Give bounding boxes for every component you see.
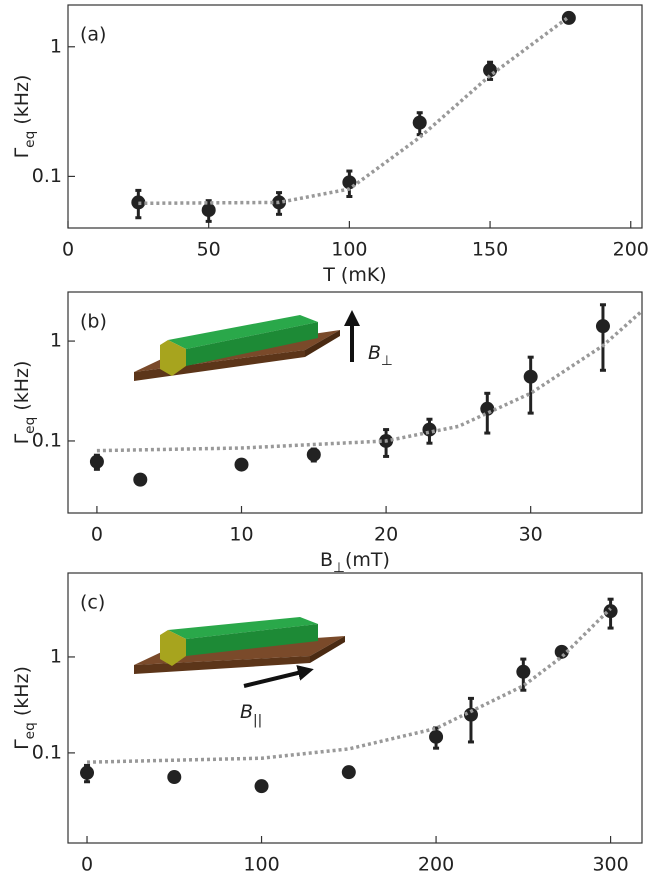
x-axis-label: B⊥(mT) [320, 549, 390, 577]
x-axis-label-rest: (mT) [345, 549, 390, 571]
data-point [234, 457, 249, 472]
x-tick-label: 300 [592, 854, 628, 876]
field-label: B|| [240, 701, 262, 729]
x-axis-label-sub: ⊥ [333, 560, 345, 576]
data-point [341, 765, 356, 780]
y-tick-label: 1 [50, 330, 62, 352]
data-point [523, 369, 538, 384]
data-point [429, 729, 444, 744]
fit-line [86, 607, 612, 764]
data-point [201, 203, 216, 218]
field-label: B⊥ [368, 342, 393, 370]
x-tick-label: 10 [229, 524, 253, 546]
error-bar [527, 355, 534, 415]
x-tick-label: 50 [197, 239, 221, 261]
y-tick-label: 0.1 [32, 741, 62, 763]
y-tick-label: 0.1 [32, 165, 62, 187]
plot-frame [67, 4, 643, 229]
y-tick-label: 1 [50, 645, 62, 667]
x-tick-label: 0 [62, 239, 74, 261]
fit-line [138, 15, 570, 206]
data-point [254, 779, 269, 794]
data-point [463, 707, 478, 722]
fit-line [96, 309, 644, 453]
x-tick-label: 100 [243, 854, 279, 876]
nanowire-illustration [134, 310, 360, 381]
data-point [516, 664, 531, 679]
field-label-sub: || [253, 712, 262, 728]
panel-label: (c) [80, 592, 105, 614]
data-point [80, 765, 95, 780]
data-point [412, 115, 427, 130]
y-tick-label: 1 [50, 35, 62, 57]
y-tick-label: 0.1 [32, 429, 62, 451]
y-axis-label-main: Γ [11, 739, 33, 750]
plot-frame [67, 291, 643, 514]
panel-label: (a) [80, 24, 106, 46]
y-axis-label-sub: eq [22, 722, 38, 739]
data-point [133, 472, 148, 487]
data-point [167, 770, 182, 785]
data-point [603, 604, 618, 619]
x-tick-label: 200 [418, 854, 454, 876]
y-axis-label-main: Γ [11, 433, 33, 444]
x-tick-label: 100 [331, 239, 367, 261]
data-point [483, 63, 498, 78]
y-axis-label: Γeq (kHz) [11, 361, 39, 445]
field-label-main: B [240, 701, 253, 723]
data-point [89, 454, 104, 469]
plot-frame [67, 572, 643, 844]
y-axis-label-main: Γ [11, 147, 33, 158]
y-axis-label: Γeq (kHz) [11, 666, 39, 750]
y-axis-label-rest: (kHz) [11, 666, 33, 722]
data-point [595, 319, 610, 334]
x-tick-label: 200 [613, 239, 649, 261]
x-axis-label-main: T (mK) [322, 264, 386, 286]
error-bar [599, 303, 606, 372]
y-axis-label: Γeq (kHz) [11, 75, 39, 159]
y-axis-label-rest: (kHz) [11, 361, 33, 417]
x-tick-label: 20 [374, 524, 398, 546]
y-axis-label-sub: eq [22, 131, 38, 148]
field-label-sub: ⊥ [381, 353, 393, 369]
x-tick-label: 0 [91, 524, 103, 546]
field-label-main: B [368, 342, 381, 364]
x-tick-label: 0 [81, 854, 93, 876]
nanowire-illustration [134, 617, 345, 688]
data-point [561, 10, 576, 25]
y-axis-label-sub: eq [22, 417, 38, 434]
x-tick-label: 30 [519, 524, 543, 546]
panel-label: (b) [80, 311, 107, 333]
data-point [306, 447, 321, 462]
x-axis-label: T (mK) [322, 264, 386, 286]
x-tick-label: 150 [472, 239, 508, 261]
y-axis-label-rest: (kHz) [11, 75, 33, 131]
x-axis-label-main: B [320, 549, 333, 571]
